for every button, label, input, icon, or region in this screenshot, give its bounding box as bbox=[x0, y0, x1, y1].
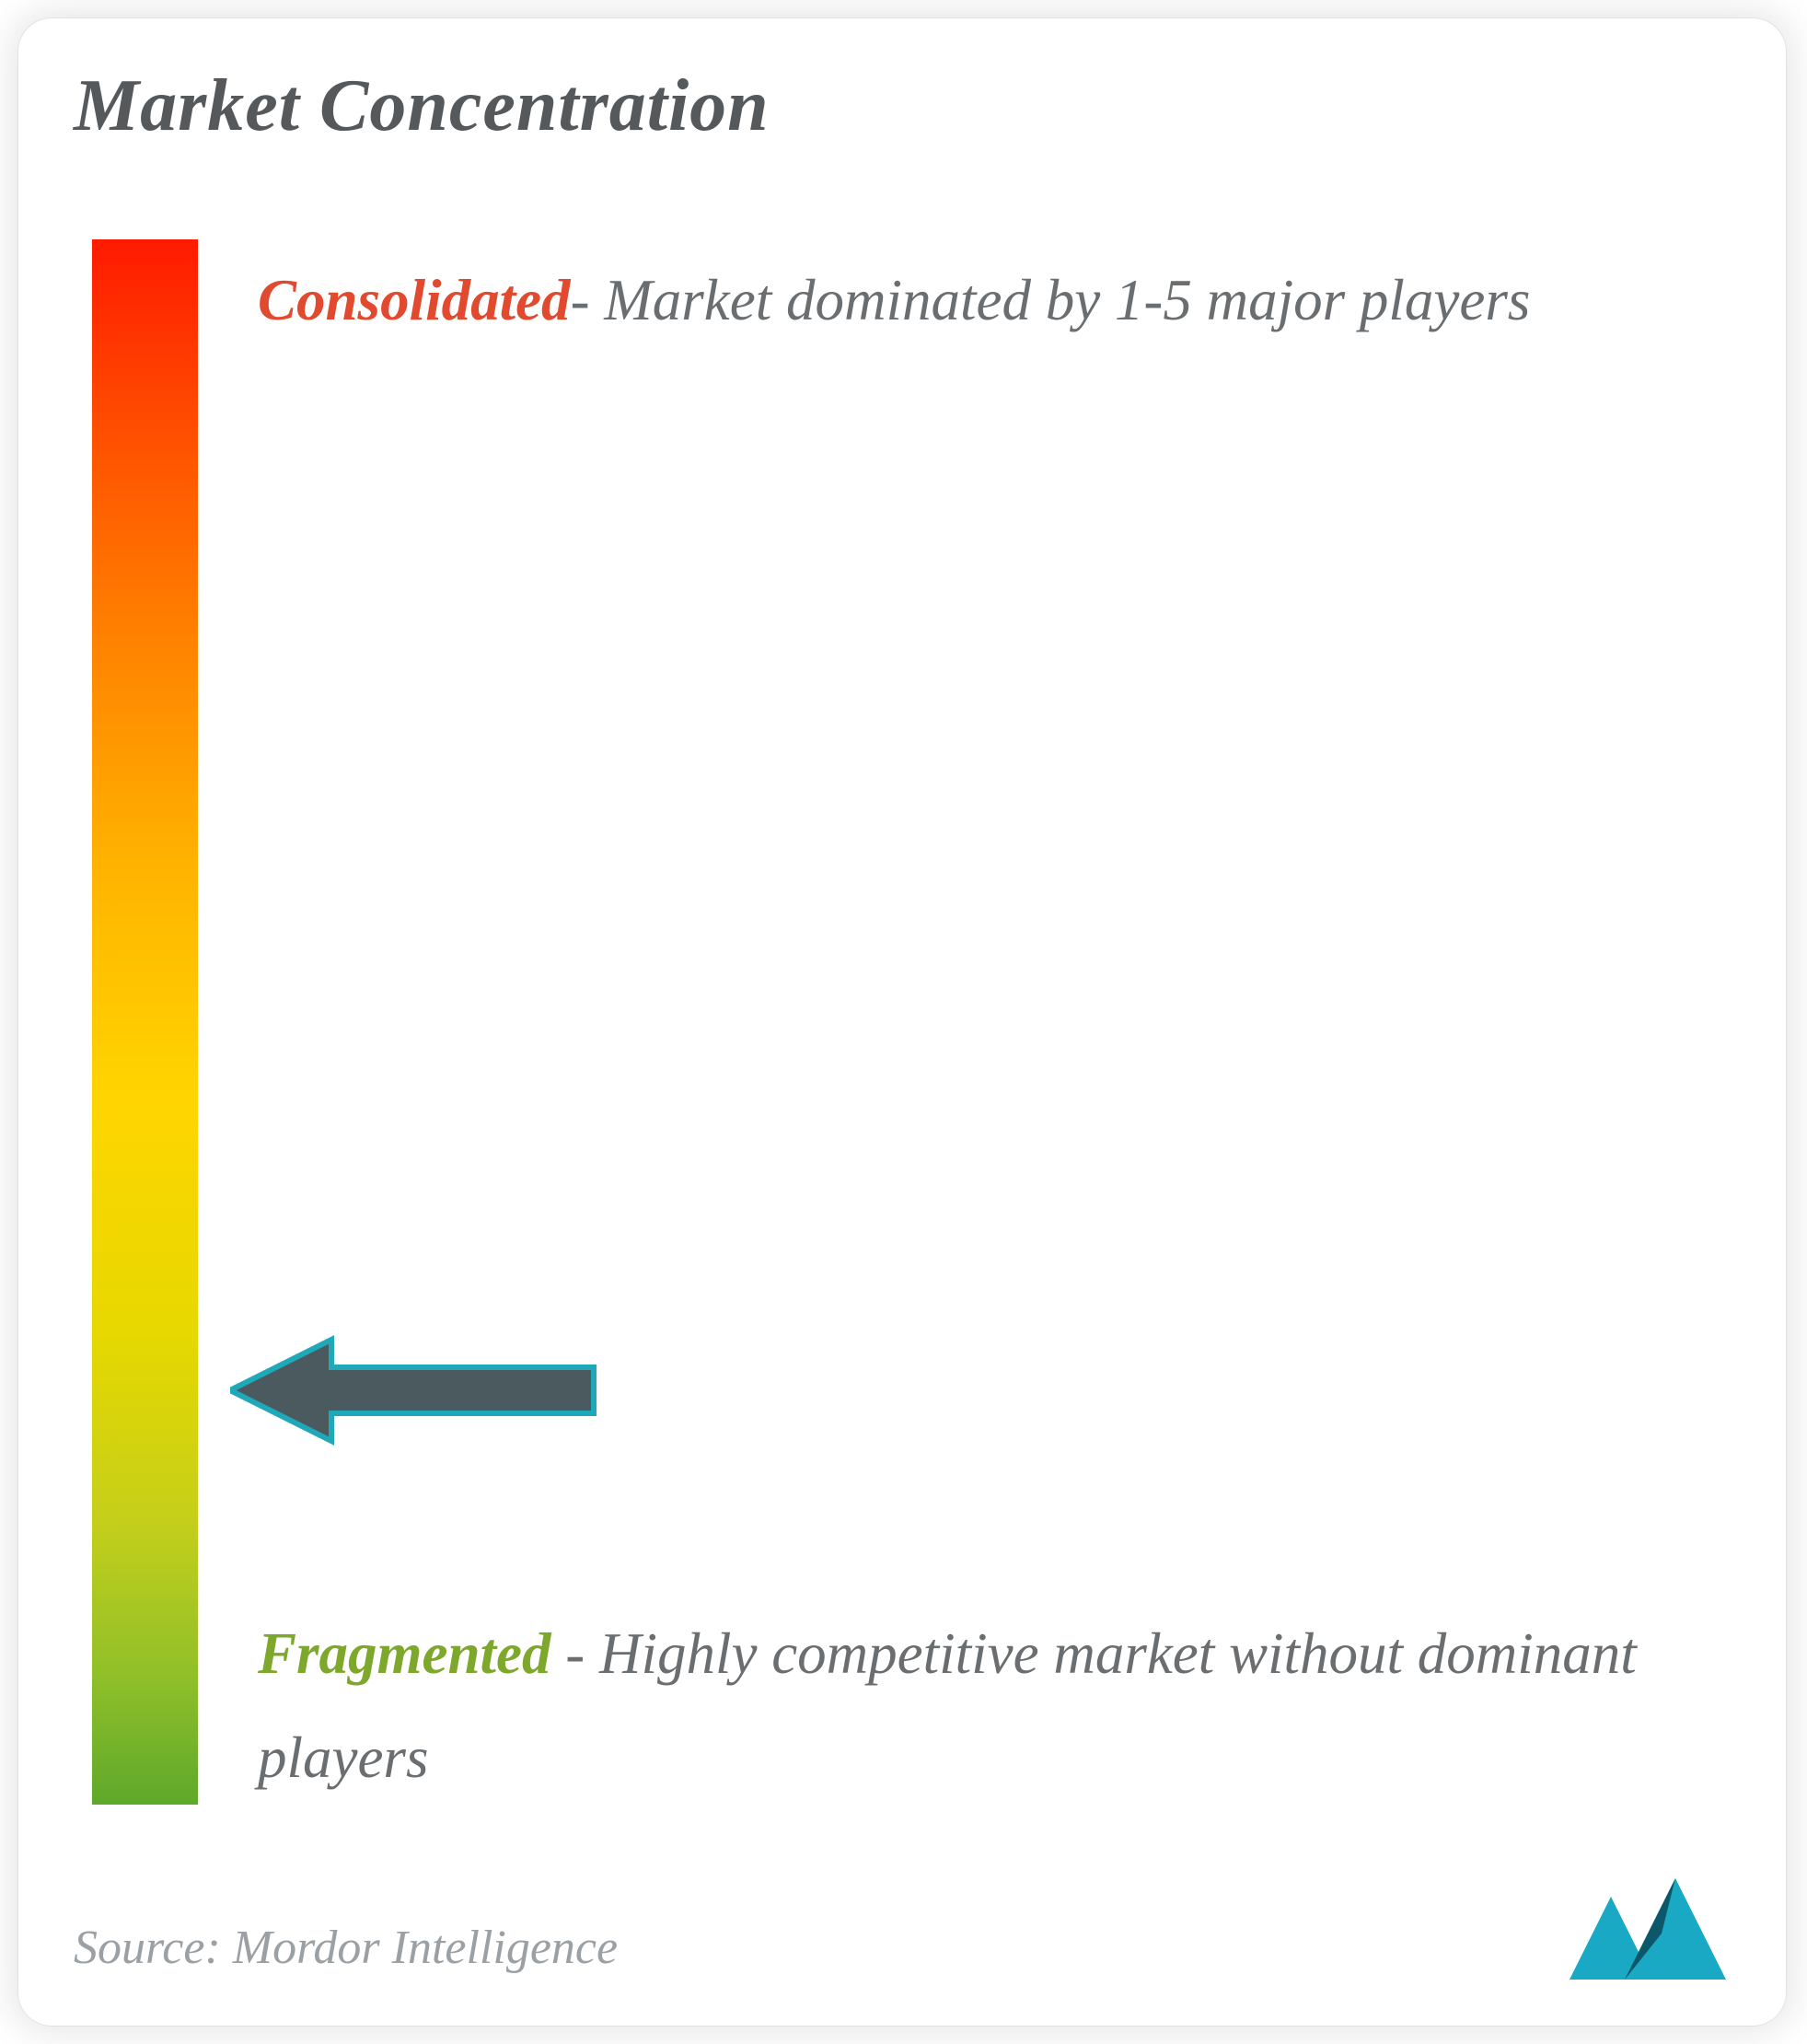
concentration-gradient-bar bbox=[92, 239, 198, 1805]
info-card: Market Concentration Consolidated- Marke… bbox=[18, 18, 1786, 2026]
consolidated-label: Consolidated- Market dominated by 1-5 ma… bbox=[258, 249, 1712, 353]
consolidated-desc: Market dominated by 1-5 major players bbox=[604, 268, 1530, 332]
indicator-arrow bbox=[230, 1335, 598, 1446]
card-title: Market Concentration bbox=[74, 64, 770, 148]
fragmented-keyword: Fragmented bbox=[258, 1621, 551, 1686]
source-name: Mordor Intelligence bbox=[233, 1922, 618, 1974]
consolidated-sep: - bbox=[571, 268, 605, 332]
fragmented-label: Fragmented - Highly competitive market w… bbox=[258, 1602, 1712, 1811]
consolidated-keyword: Consolidated bbox=[258, 268, 571, 332]
mordor-logo-icon bbox=[1570, 1878, 1735, 1980]
source-line: Source: Mordor Intelligence bbox=[74, 1921, 618, 1975]
fragmented-sep: - bbox=[551, 1621, 599, 1686]
arrow-left-icon bbox=[230, 1335, 598, 1446]
source-prefix: Source: bbox=[74, 1922, 233, 1974]
